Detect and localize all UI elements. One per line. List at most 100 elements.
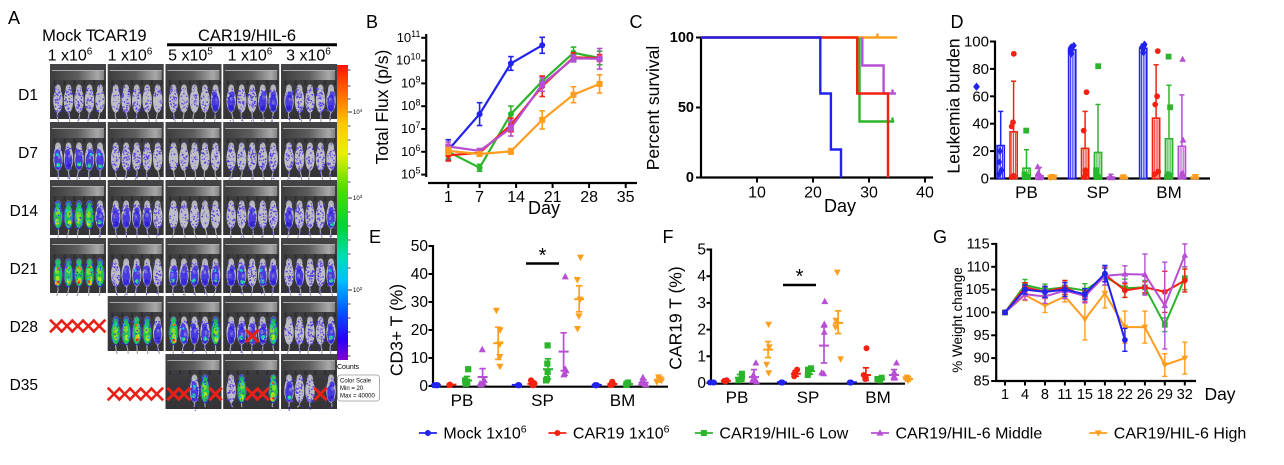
svg-text:95: 95 — [974, 328, 990, 344]
svg-text:% Weight change: % Weight change — [950, 267, 965, 373]
svg-text:3: 3 — [697, 295, 706, 312]
svg-text:CAR19: CAR19 — [93, 27, 146, 45]
svg-text:Day: Day — [528, 198, 560, 218]
svg-text:CAR19/HIL-6 Low: CAR19/HIL-6 Low — [719, 426, 848, 443]
svg-text:CAR19/HIL-6: CAR19/HIL-6 — [198, 27, 296, 45]
svg-text:1: 1 — [697, 348, 706, 365]
svg-text:A: A — [8, 8, 20, 28]
svg-text:CAR19/HIL-6 High: CAR19/HIL-6 High — [1114, 426, 1247, 443]
svg-text:60: 60 — [972, 88, 989, 105]
svg-text:29: 29 — [1157, 387, 1173, 403]
svg-text:100: 100 — [670, 30, 694, 46]
svg-text:4: 4 — [1021, 387, 1029, 403]
svg-text:15: 15 — [1077, 387, 1093, 403]
svg-text:1: 1 — [444, 189, 453, 206]
svg-text:102: 102 — [353, 286, 363, 294]
svg-text:100: 100 — [964, 34, 989, 51]
svg-text:BM: BM — [610, 391, 636, 410]
svg-text:20: 20 — [972, 143, 989, 160]
svg-text:50: 50 — [411, 238, 429, 255]
svg-text:10: 10 — [748, 185, 766, 202]
svg-text:C: C — [630, 12, 643, 32]
svg-text:1: 1 — [1001, 387, 1009, 403]
svg-text:107: 107 — [401, 120, 420, 136]
svg-text:Day: Day — [1204, 384, 1235, 404]
svg-text:Mock T: Mock T — [42, 27, 96, 45]
svg-text:Max = 40000: Max = 40000 — [340, 394, 376, 400]
svg-text:D14: D14 — [10, 203, 39, 220]
svg-text:Mock 1x106: Mock 1x106 — [443, 423, 526, 442]
svg-text:21: 21 — [544, 189, 562, 206]
svg-text:10: 10 — [411, 350, 429, 367]
svg-text:Color Scale: Color Scale — [340, 379, 372, 385]
svg-text:SP: SP — [531, 391, 554, 410]
svg-text:1010: 1010 — [396, 52, 420, 68]
svg-text:40: 40 — [972, 116, 989, 133]
svg-text:108: 108 — [401, 97, 420, 113]
svg-text:105: 105 — [401, 166, 420, 182]
svg-text:PB: PB — [1015, 183, 1038, 202]
svg-text:18: 18 — [1097, 387, 1113, 403]
svg-text:26: 26 — [1137, 387, 1153, 403]
svg-text:1 x106: 1 x106 — [108, 46, 153, 64]
svg-text:Counts: Counts — [337, 364, 360, 371]
svg-text:104: 104 — [353, 108, 363, 116]
svg-text:11: 11 — [1057, 387, 1072, 403]
svg-text:Leukemia burden: Leukemia burden — [944, 38, 964, 173]
svg-text:Total Flux (p/s): Total Flux (p/s) — [372, 50, 392, 165]
svg-text:35: 35 — [617, 189, 635, 206]
svg-text:1011: 1011 — [397, 29, 421, 45]
svg-text:D28: D28 — [10, 319, 38, 336]
svg-text:D7: D7 — [18, 145, 38, 162]
svg-text:80: 80 — [972, 61, 989, 78]
svg-text:PB: PB — [451, 391, 474, 410]
svg-text:20: 20 — [411, 322, 429, 339]
svg-text:2: 2 — [697, 322, 706, 339]
svg-text:0: 0 — [697, 375, 706, 392]
svg-text:100: 100 — [965, 305, 989, 321]
svg-text:Day: Day — [824, 196, 856, 216]
svg-text:BM: BM — [1156, 183, 1182, 202]
svg-text:109: 109 — [401, 75, 420, 91]
svg-text:28: 28 — [580, 189, 598, 206]
svg-text:40: 40 — [916, 185, 934, 202]
svg-text:PB: PB — [726, 388, 749, 407]
svg-text:50: 50 — [678, 100, 694, 116]
svg-text:Percent survival: Percent survival — [643, 46, 663, 171]
svg-text:F: F — [663, 227, 674, 247]
svg-text:CAR19 T (%): CAR19 T (%) — [666, 266, 686, 369]
svg-text:Min = 20: Min = 20 — [340, 386, 364, 392]
svg-text:D: D — [951, 12, 964, 32]
svg-text:5: 5 — [697, 242, 706, 259]
svg-text:85: 85 — [974, 374, 990, 390]
svg-text:E: E — [369, 227, 381, 247]
svg-text:30: 30 — [860, 185, 878, 202]
svg-text:0: 0 — [981, 171, 989, 188]
svg-text:G: G — [933, 227, 947, 247]
svg-text:106: 106 — [401, 143, 420, 159]
svg-text:30: 30 — [411, 294, 429, 311]
svg-text:110: 110 — [967, 259, 990, 275]
svg-text:40: 40 — [411, 266, 429, 283]
svg-text:*: * — [539, 245, 547, 267]
svg-text:7: 7 — [475, 189, 484, 206]
svg-text:*: * — [796, 266, 804, 288]
svg-text:14: 14 — [507, 189, 525, 206]
svg-text:3 x106: 3 x106 — [286, 46, 331, 64]
svg-text:32: 32 — [1177, 387, 1193, 403]
svg-text:1 x106: 1 x106 — [228, 46, 273, 64]
svg-text:8: 8 — [1041, 387, 1049, 403]
svg-text:20: 20 — [804, 185, 822, 202]
svg-text:CD3+ T (%): CD3+ T (%) — [387, 284, 407, 376]
svg-text:B: B — [366, 12, 378, 32]
svg-text:22: 22 — [1117, 387, 1133, 403]
svg-text:BM: BM — [865, 388, 891, 407]
svg-text:115: 115 — [967, 236, 990, 252]
svg-text:4: 4 — [697, 268, 706, 285]
svg-text:103: 103 — [353, 194, 363, 202]
svg-text:5 x105: 5 x105 — [168, 46, 213, 64]
svg-text:105: 105 — [965, 282, 989, 298]
svg-text:CAR19/HIL-6 Middle: CAR19/HIL-6 Middle — [896, 426, 1043, 443]
svg-text:SP: SP — [1087, 183, 1110, 202]
svg-text:CAR19 1x106: CAR19 1x106 — [573, 423, 670, 442]
